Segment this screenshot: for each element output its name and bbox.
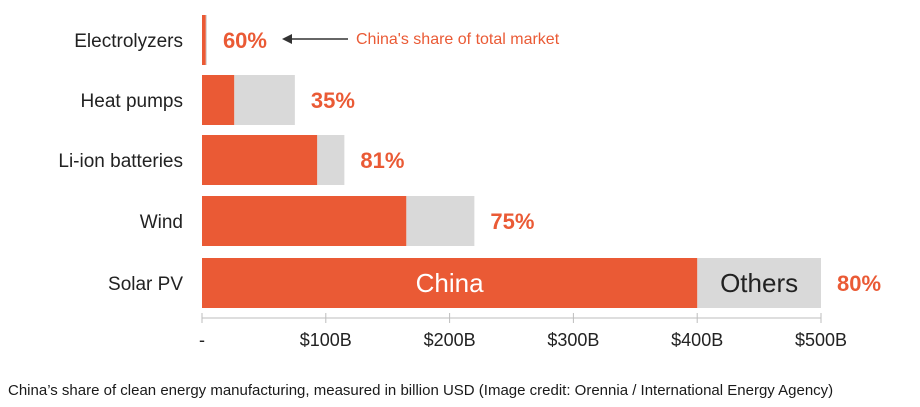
in-bar-label-others: Others [720, 268, 798, 298]
bar-others-0 [205, 15, 207, 65]
share-label: 80% [837, 271, 881, 296]
bar-china-0 [202, 15, 206, 65]
category-label: Electrolyzers [74, 31, 183, 52]
bar-chart: Electrolyzers 60% Heat pumps 35% Li-ion batt… [58, 15, 881, 350]
x-tick-label: $300B [547, 330, 599, 350]
x-tick-label: $500B [795, 330, 847, 350]
bar-others-1 [234, 75, 295, 125]
category-label: Solar PV [108, 274, 183, 295]
bar-china-1 [202, 75, 235, 125]
x-tick-label: $100B [300, 330, 352, 350]
bar-others-4 [697, 258, 821, 308]
x-tick-label: - [199, 330, 205, 350]
category-label: Li-ion batteries [58, 151, 183, 172]
bar-china-4 [202, 258, 698, 308]
annotation-text: China's share of total market [356, 31, 560, 48]
category-label: Heat pumps [81, 91, 183, 112]
category-label: Wind [140, 212, 183, 233]
bar-china-2 [202, 135, 318, 185]
share-label: 81% [360, 148, 404, 173]
x-tick-label: $400B [671, 330, 723, 350]
share-label: 75% [490, 209, 534, 234]
bar-china-3 [202, 196, 407, 246]
share-label: 35% [311, 88, 355, 113]
bar-others-2 [317, 135, 345, 185]
share-label: 60% [223, 28, 267, 53]
x-tick-label: $200B [424, 330, 476, 350]
figure-caption: China’s share of clean energy manufactur… [8, 382, 834, 399]
annotation-arrow-head [282, 34, 292, 44]
in-bar-label-china: China [416, 268, 484, 298]
bar-others-3 [406, 196, 475, 246]
